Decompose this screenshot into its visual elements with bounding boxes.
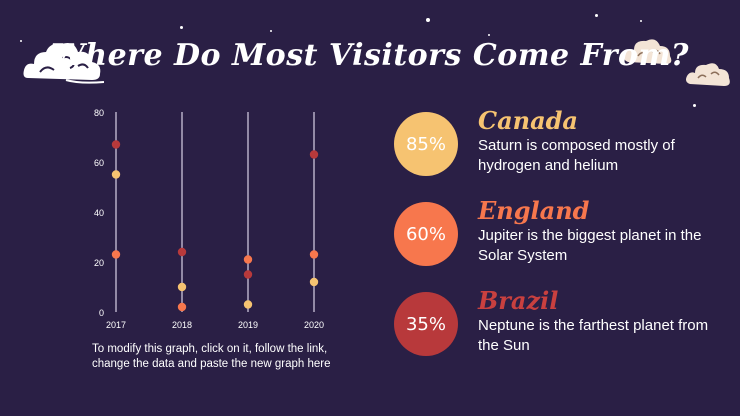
data-point	[309, 250, 319, 259]
star-icon	[180, 26, 183, 29]
y-tick-label: 60	[94, 158, 104, 168]
x-tick-label: 2019	[238, 320, 258, 330]
data-point	[309, 277, 319, 287]
star-icon	[270, 30, 272, 32]
star-icon	[595, 14, 598, 17]
percent-badge: 85%	[394, 112, 458, 176]
country-description: Jupiter is the biggest planet in the Sol…	[478, 227, 702, 264]
stat-england: 60% England Jupiter is the biggest plane…	[394, 196, 714, 266]
data-point	[177, 247, 187, 257]
star-icon	[20, 40, 22, 42]
x-tick-label: 2018	[172, 320, 192, 330]
data-point	[243, 300, 253, 309]
percent-badge: 35%	[394, 292, 458, 356]
star-icon	[693, 104, 696, 107]
y-tick-label: 0	[99, 308, 104, 318]
cloud-icon	[23, 43, 104, 84]
data-point	[111, 140, 121, 149]
country-name: Canada	[478, 106, 578, 135]
data-point	[309, 150, 319, 159]
stat-canada: 85% Canada Saturn is composed mostly of …	[394, 106, 714, 176]
y-tick-label: 20	[94, 258, 104, 268]
data-point	[177, 282, 187, 292]
country-name: Brazil	[478, 286, 559, 315]
star-icon	[426, 18, 430, 22]
x-tick-label: 2020	[304, 320, 324, 330]
country-description: Neptune is the farthest planet from the …	[478, 317, 709, 354]
country-name: England	[478, 196, 590, 225]
data-point	[243, 270, 253, 279]
stat-brazil: 35% Brazil Neptune is the farthest plane…	[394, 286, 714, 356]
y-tick-label: 40	[94, 208, 104, 218]
chart-caption: To modify this graph, click on it, follo…	[92, 343, 331, 370]
slide-title: Where Do Most Visitors Come From?	[51, 38, 689, 73]
star-icon	[640, 20, 642, 22]
y-tick-label: 80	[94, 108, 104, 118]
data-point	[111, 170, 121, 179]
star-icon	[488, 34, 490, 36]
country-description: Saturn is composed mostly of hydrogen an…	[478, 137, 675, 174]
x-tick-label: 2017	[106, 320, 126, 330]
cloud-icon	[624, 39, 672, 64]
data-point	[177, 302, 187, 312]
dot-plot-chart[interactable]: 0 20 40 60 80 2017 2018 2019 2020	[78, 100, 358, 340]
data-point	[111, 250, 121, 259]
percent-badge: 60%	[394, 202, 458, 266]
cloud-icon	[686, 63, 730, 86]
data-point	[243, 255, 253, 264]
